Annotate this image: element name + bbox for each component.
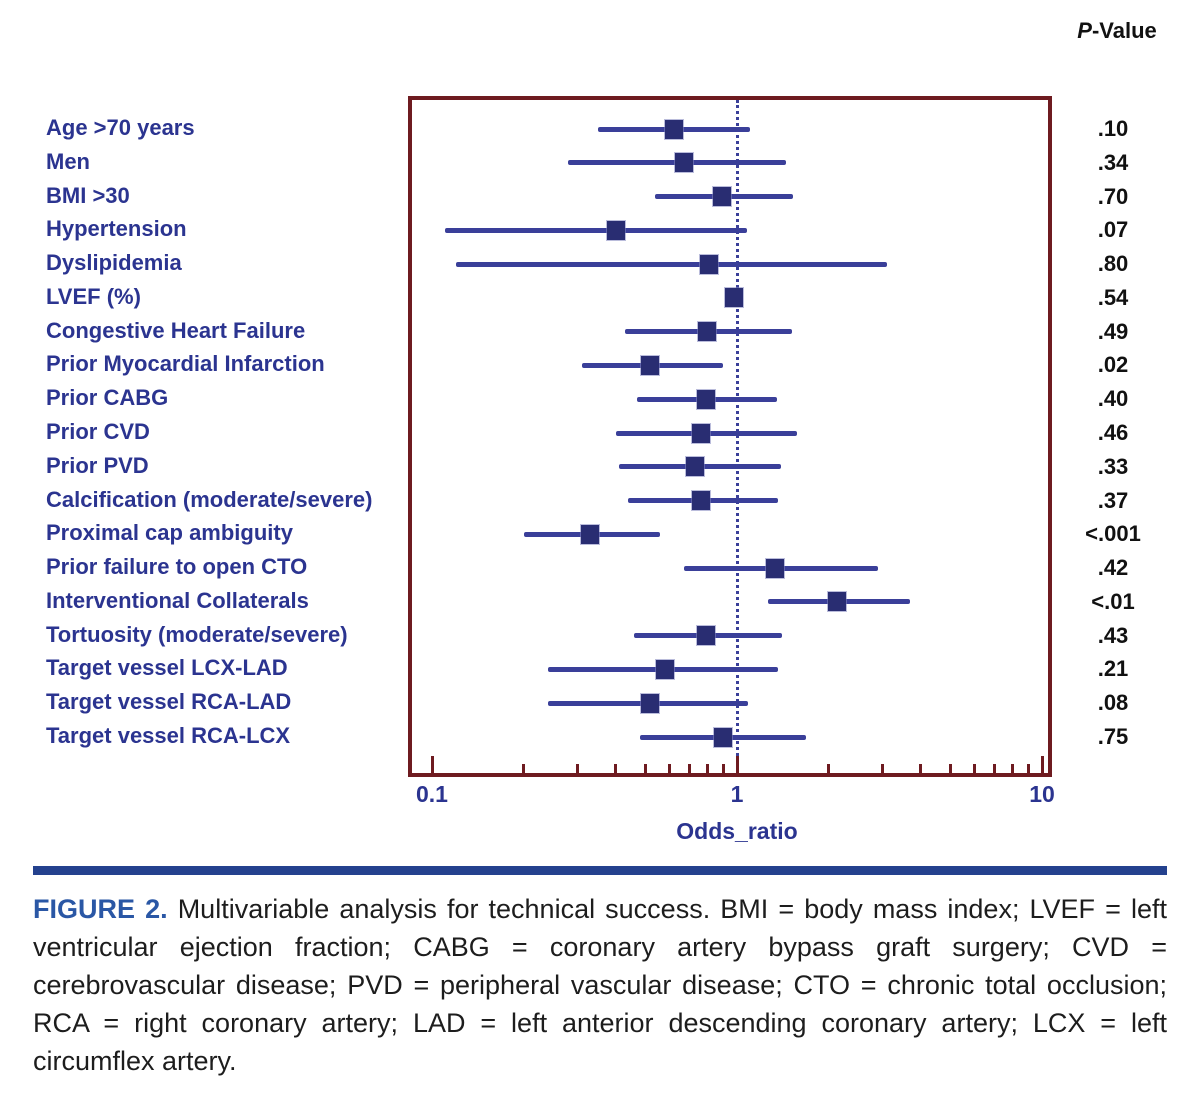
x-axis-minor-tick [881,764,885,773]
row-label: Target vessel RCA-LCX [46,723,291,748]
p-value: .46 [1097,420,1129,445]
p-value: <.001 [1085,521,1141,547]
x-axis-minor-tick [919,764,923,773]
x-axis-tick-label: 10 [1029,781,1055,807]
figure-caption: FIGURE 2. Multivariable analysis for tec… [33,890,1167,1080]
x-axis-minor-tick [705,764,709,773]
x-axis-minor-tick [614,764,618,773]
odds-ratio-marker [691,423,710,443]
odds-ratio-marker [765,558,784,578]
odds-ratio-marker [700,254,719,274]
confidence-interval-line [456,261,887,267]
row-label: Men [46,148,90,174]
caption-divider-rule [33,866,1167,875]
x-axis-minor-tick [721,764,725,773]
row-label: Prior failure to open CTO [46,554,308,580]
p-value: .49 [1097,318,1129,344]
x-axis-minor-tick [948,764,952,773]
row-label: LVEF (%) [46,283,141,309]
row-label: Prior Myocardial Infarction [46,351,325,377]
p-value: .10 [1097,116,1129,141]
odds-ratio-marker [696,389,715,409]
odds-ratio-marker [698,322,717,342]
p-value: .34 [1097,149,1129,175]
odds-ratio-marker [686,457,705,477]
caption-text: Multivariable analysis for technical suc… [33,894,1167,1076]
row-label: Target vessel RCA-LAD [46,689,292,715]
odds-ratio-marker [696,626,715,646]
p-value: .75 [1097,724,1129,749]
forest-plot-frame [408,96,1052,777]
odds-ratio-marker [664,119,683,139]
odds-ratio-marker [712,187,731,207]
odds-ratio-marker [691,491,710,511]
row-label: BMI >30 [46,182,130,208]
x-axis-title: Odds_ratio [676,818,798,844]
row-label: Congestive Heart Failure [46,317,306,343]
x-axis-tick-label: 1 [730,781,744,807]
row-label: Tortuosity (moderate/severe) [46,621,348,647]
odds-ratio-marker [714,727,733,747]
x-axis-major-tick [430,756,434,773]
odds-ratio-marker [641,355,660,375]
odds-ratio-marker [655,659,674,679]
odds-ratio-marker [581,524,600,544]
p-value: .42 [1097,555,1129,581]
p-value: .80 [1097,251,1129,277]
row-label: Age >70 years [46,115,195,140]
x-axis-minor-tick [1010,764,1014,773]
row-label: Prior CABG [46,385,169,411]
p-value: .08 [1097,690,1129,716]
row-label: Proximal cap ambiguity [46,520,293,546]
x-axis-major-tick [1040,756,1044,773]
x-axis-tick-label: 0.1 [416,781,448,807]
row-label: Calcification (moderate/severe) [46,486,373,512]
p-value: .70 [1097,183,1129,209]
row-label: Prior CVD [46,419,150,444]
row-label: Dyslipidemia [46,250,182,276]
odds-ratio-marker [641,693,660,713]
x-axis-minor-tick [667,764,671,773]
reference-line-or-1 [735,100,739,773]
row-label: Hypertension [46,216,187,242]
p-value: .37 [1097,487,1129,513]
x-axis-minor-tick [522,764,526,773]
row-label: Prior PVD [46,452,149,478]
confidence-interval-line [444,227,748,233]
p-value: .21 [1097,656,1129,682]
p-value: .54 [1097,284,1129,310]
figure-label: FIGURE 2. [33,894,168,924]
x-axis-minor-tick [827,764,831,773]
x-axis-minor-tick [972,764,976,773]
x-axis-minor-tick [1026,764,1030,773]
p-value: .33 [1097,453,1129,479]
odds-ratio-marker [725,288,744,308]
odds-ratio-marker [606,220,625,240]
x-axis-minor-tick [688,764,692,773]
x-axis-major-tick [735,756,739,773]
x-axis-minor-tick [993,764,997,773]
row-label: Target vessel LCX-LAD [46,655,288,681]
odds-ratio-marker [674,153,693,173]
x-axis-minor-tick [576,764,580,773]
p-value: .43 [1097,622,1129,648]
p-value: .02 [1097,352,1129,378]
x-axis-minor-tick [643,764,647,773]
p-value: .07 [1097,217,1129,243]
p-value-column-header: P-Value [1077,18,1157,43]
p-value: .40 [1097,386,1129,412]
odds-ratio-marker [827,592,846,612]
row-label: Interventional Collaterals [46,587,309,613]
p-value: <.01 [1091,588,1135,614]
